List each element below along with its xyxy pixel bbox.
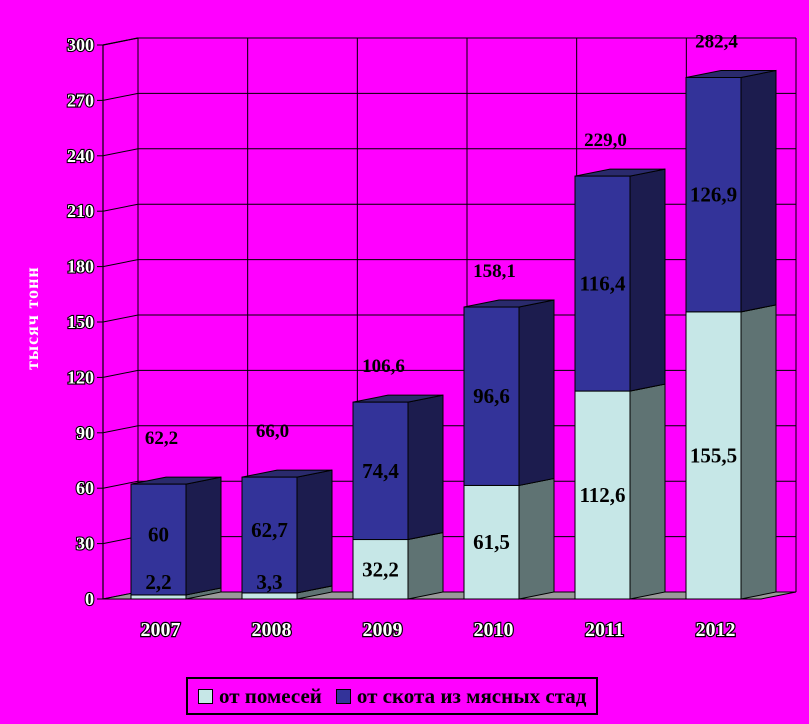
data-label-beef-herds: 60: [148, 523, 169, 547]
bar-stack-2009: 32,2 74,4 106,6: [352, 356, 444, 600]
gridline-side: [102, 425, 139, 434]
bar-stack-2010: 61,5 96,6 158,1: [463, 261, 555, 600]
gridline-side: [102, 369, 139, 378]
total-label: 158,1: [473, 261, 516, 282]
bar-beef-herds-side: [296, 469, 333, 594]
y-tick-label: 150: [67, 312, 94, 332]
bar-crossbreeds-side: [407, 531, 444, 600]
x-tick-label: 2012: [696, 619, 736, 641]
bar-beef-herds-side: [185, 476, 222, 596]
bar-stack-2008: 3,3 62,7 66,0: [241, 421, 333, 600]
y-tick-label: 120: [67, 367, 94, 387]
bar-crossbreeds-front: [685, 311, 742, 600]
bar-stack-2007: 2,2 60 62,2: [130, 428, 222, 600]
data-label-beef-herds: 116,4: [579, 272, 626, 296]
x-axis-ticks: 2007 2008 2009 2010 2011 2012: [139, 618, 736, 642]
total-label: 229,0: [584, 130, 627, 151]
bar-crossbreeds-side: [740, 304, 777, 600]
x-tick-label: 2009: [363, 619, 403, 641]
bar-crossbreeds-side: [629, 383, 666, 600]
y-tick-label: 210: [67, 201, 94, 221]
legend-label-beef-herds: от скота из мясных стад: [356, 683, 587, 708]
bar-crossbreeds-front: [352, 539, 409, 600]
data-label-crossbreeds: 32,2: [362, 557, 399, 581]
bar-beef-herds-front: [130, 483, 187, 596]
y-axis-label: тысяч тонн: [22, 266, 42, 370]
bar-beef-herds: [463, 299, 555, 487]
bar-beef-herds: [241, 469, 333, 594]
bar-beef-herds-side: [740, 69, 777, 313]
legend-item-crossbreeds: от помесей: [198, 684, 322, 709]
data-label-beef-herds: 96,6: [473, 384, 510, 408]
total-label: 106,6: [362, 356, 405, 377]
data-label-crossbreeds: 2,2: [145, 570, 171, 594]
bar-beef-herds-front: [463, 306, 520, 486]
bar-beef-herds-front: [574, 175, 631, 392]
bar-crossbreeds: [685, 304, 777, 600]
bar-crossbreeds: [463, 477, 555, 600]
y-tick-label: 0: [85, 589, 94, 609]
y-tick-label: 180: [67, 257, 94, 277]
bar-stack-2011: 112,6 116,4 229,0: [574, 130, 666, 600]
gridline-side: [102, 148, 139, 157]
bar-beef-herds: [685, 69, 777, 313]
x-tick-label: 2011: [585, 619, 624, 641]
bar-stack-2012: 155,5 126,9 282,4: [685, 32, 777, 600]
x-tick-label: 2008: [252, 619, 292, 641]
y-axis-ticks: 0 30 60 90 120 150 180 210 240 270 300: [66, 34, 103, 610]
bar-beef-herds-side: [407, 394, 444, 541]
bars: 2,2 60 62,2 3,3 62,7 66,0 32,2 74,4 106,6 61,5 96,…: [130, 32, 777, 600]
bar-beef-herds-side: [629, 168, 666, 392]
gridline-side: [102, 480, 139, 489]
data-label-beef-herds: 126,9: [690, 183, 737, 207]
gridline-side: [102, 203, 139, 212]
legend-swatch-crossbreeds: [198, 688, 213, 704]
y-tick-label: 60: [76, 478, 94, 498]
data-label-crossbreeds: 155,5: [690, 443, 737, 467]
data-label-beef-herds: 74,4: [362, 459, 399, 483]
bar-crossbreeds: [352, 531, 444, 600]
bar-beef-herds-front: [685, 77, 742, 313]
y-axis-top: [102, 37, 139, 46]
legend-label-crossbreeds: от помесей: [219, 683, 322, 708]
bar-beef-herds: [130, 476, 222, 596]
data-label-crossbreeds: 61,5: [473, 530, 510, 554]
bar-beef-herds-front: [352, 401, 409, 541]
bar-beef-herds-front: [241, 476, 298, 594]
bar-beef-herds: [574, 168, 666, 392]
gridline-side: [102, 314, 139, 323]
bar-beef-herds-side: [518, 299, 555, 487]
total-label: 62,2: [145, 428, 178, 449]
total-label: 282,4: [695, 32, 738, 53]
gridline-side: [102, 259, 139, 268]
data-label-crossbreeds: 3,3: [256, 570, 282, 594]
bar-crossbreeds-side: [518, 477, 555, 600]
y-tick-label: 30: [76, 534, 94, 554]
bar-beef-herds: [352, 394, 444, 541]
legend: от помесей от скота из мясных стад: [186, 677, 599, 715]
total-label: 66,0: [256, 421, 289, 442]
bar-crossbreeds-front: [130, 594, 187, 600]
x-tick-label: 2010: [474, 619, 514, 641]
legend-item-beef-herds: от скота из мясных стад: [335, 683, 587, 709]
gridline-side: [102, 92, 139, 101]
y-tick-label: 240: [67, 146, 94, 166]
y-tick-label: 300: [67, 35, 94, 55]
x-tick-label: 2007: [141, 619, 181, 641]
y-tick-label: 270: [67, 90, 94, 110]
data-label-crossbreeds: 112,6: [579, 483, 625, 507]
legend-swatch-beef-herds: [335, 688, 351, 704]
bar-crossbreeds-front: [463, 484, 520, 600]
y-tick-label: 90: [76, 423, 94, 443]
data-label-beef-herds: 62,7: [251, 518, 288, 542]
